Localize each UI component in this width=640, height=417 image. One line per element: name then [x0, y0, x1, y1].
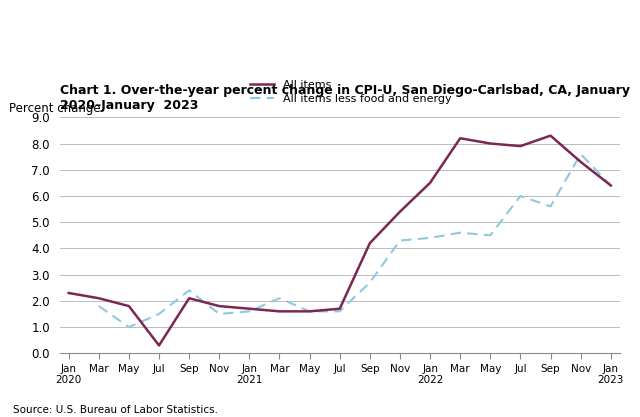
All items: [65, 291, 72, 296]
All items less food and energy: [306, 309, 314, 314]
All items less food and energy: [125, 324, 132, 329]
Line: All items: All items: [68, 136, 611, 345]
All items: [155, 343, 163, 348]
All items: [426, 180, 434, 185]
All items less food and energy: [607, 183, 614, 188]
All items: [547, 133, 554, 138]
All items less food and energy: [486, 233, 494, 238]
All items: [186, 296, 193, 301]
All items: [306, 309, 314, 314]
All items: [456, 136, 464, 141]
All items: [577, 159, 584, 164]
All items less food and energy: [547, 204, 554, 209]
All items: [366, 241, 374, 246]
Text: Percent change: Percent change: [9, 102, 101, 115]
Legend: All items, All items less food and energy: All items, All items less food and energ…: [250, 80, 452, 104]
All items: [607, 183, 614, 188]
All items less food and energy: [577, 151, 584, 156]
All items less food and energy: [246, 309, 253, 314]
Text: Source: U.S. Bureau of Labor Statistics.: Source: U.S. Bureau of Labor Statistics.: [13, 405, 218, 415]
All items: [336, 306, 344, 311]
All items less food and energy: [396, 238, 404, 243]
All items less food and energy: [276, 296, 284, 301]
All items: [246, 306, 253, 311]
All items less food and energy: [155, 311, 163, 317]
Line: All items less food and energy: All items less food and energy: [99, 154, 611, 327]
All items less food and energy: [456, 230, 464, 235]
All items: [516, 143, 524, 148]
All items less food and energy: [216, 311, 223, 317]
All items: [216, 304, 223, 309]
All items: [276, 309, 284, 314]
All items less food and energy: [186, 288, 193, 293]
All items less food and energy: [366, 280, 374, 285]
All items: [95, 296, 102, 301]
Text: Chart 1. Over-the-year percent change in CPI-U, San Diego-Carlsbad, CA, January
: Chart 1. Over-the-year percent change in…: [60, 84, 630, 112]
All items less food and energy: [426, 236, 434, 241]
All items less food and energy: [336, 309, 344, 314]
All items less food and energy: [516, 193, 524, 198]
All items less food and energy: [95, 304, 102, 309]
All items: [486, 141, 494, 146]
All items: [396, 209, 404, 214]
All items: [125, 304, 132, 309]
